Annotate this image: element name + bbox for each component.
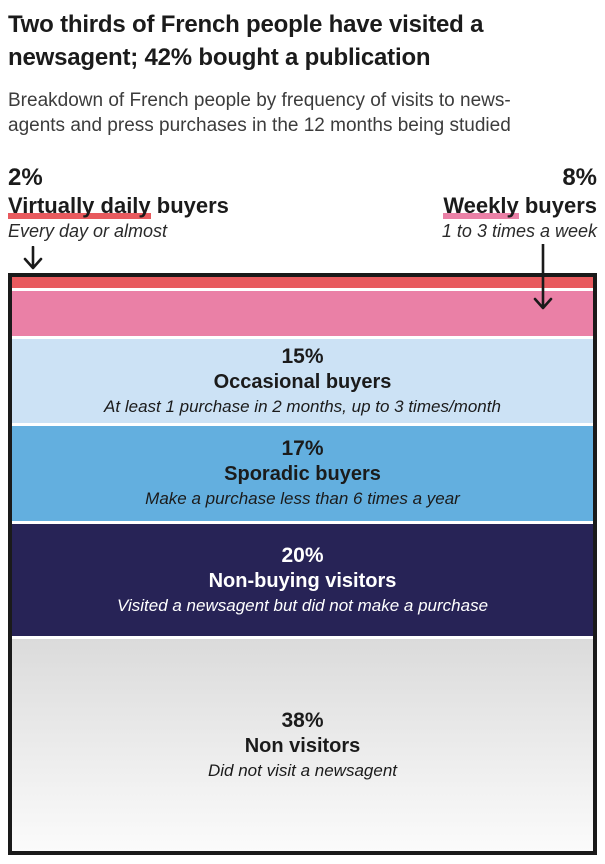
- chart-subtitle-line2: agents and press purchases in the 12 mon…: [8, 115, 511, 136]
- segment-non-buying-description: Visited a newsagent but did not make a p…: [116, 595, 489, 615]
- callout-weekly-description: 1 to 3 times a week: [441, 221, 597, 241]
- chart-title-line2: newsagent; 42% bought a publication: [8, 44, 431, 71]
- segment-weekly-buyers: [12, 291, 593, 336]
- callout-weekly-percentage: 8%: [562, 164, 597, 191]
- segment-virtually-daily-buyers: [12, 277, 593, 289]
- segment-sporadic-description: Make a purchase less than 6 times a year: [145, 489, 460, 509]
- chart-title: Two thirds of French people have visited…: [8, 8, 597, 74]
- segment-non-buying-percentage: 20%: [281, 543, 324, 567]
- callout-virtually-daily-buyers: 2% Virtually daily buyers Every day or a…: [8, 164, 229, 243]
- callout-daily-percentage: 2%: [8, 164, 43, 191]
- segment-non-visitors: 38% Non visitors Did not visit a newsage…: [12, 638, 593, 851]
- segment-non-visitors-percentage: 38%: [281, 708, 324, 732]
- segment-occasional-percentage: 15%: [281, 344, 324, 368]
- callout-weekly-buyers: 8% Weekly buyers 1 to 3 times a week: [442, 164, 597, 243]
- callout-daily-label-highlight: Virtually daily: [8, 193, 151, 219]
- segment-occasional-label: Occasional buyers: [213, 370, 392, 393]
- header: Two thirds of French people have visited…: [8, 8, 597, 138]
- chart-subtitle-line1: Breakdown of French people by frequency …: [8, 90, 511, 111]
- callout-weekly-label-rest: buyers: [518, 193, 597, 218]
- stacked-bar: 15% Occasional buyers At least 1 purchas…: [8, 273, 597, 855]
- chart-title-line1: Two thirds of French people have visited…: [8, 11, 484, 38]
- callout-daily-label: Virtually daily buyers: [8, 192, 229, 219]
- callout-daily-label-rest: buyers: [150, 193, 229, 218]
- segment-occasional-buyers: 15% Occasional buyers At least 1 purchas…: [12, 338, 593, 423]
- segment-non-buying-visitors: 20% Non-buying visitors Visited a newsag…: [12, 523, 593, 636]
- callouts-row: 2% Virtually daily buyers Every day or a…: [8, 164, 597, 243]
- segment-non-visitors-label: Non visitors: [244, 734, 361, 757]
- segment-non-visitors-description: Did not visit a newsagent: [208, 760, 397, 780]
- callout-weekly-label-highlight: Weekly: [443, 193, 519, 219]
- segment-sporadic-percentage: 17%: [281, 437, 324, 461]
- chart-subtitle: Breakdown of French people by frequency …: [8, 88, 597, 138]
- segment-occasional-description: At least 1 purchase in 2 months, up to 3…: [104, 396, 501, 416]
- segment-sporadic-buyers: 17% Sporadic buyers Make a purchase less…: [12, 425, 593, 521]
- arrow-down-icon: [533, 244, 553, 310]
- arrow-down-icon: [23, 246, 43, 270]
- callout-daily-description: Every day or almost: [8, 221, 168, 241]
- segment-sporadic-label: Sporadic buyers: [224, 463, 381, 486]
- callout-weekly-label: Weekly buyers: [443, 192, 597, 219]
- segment-non-buying-label: Non-buying visitors: [208, 569, 397, 592]
